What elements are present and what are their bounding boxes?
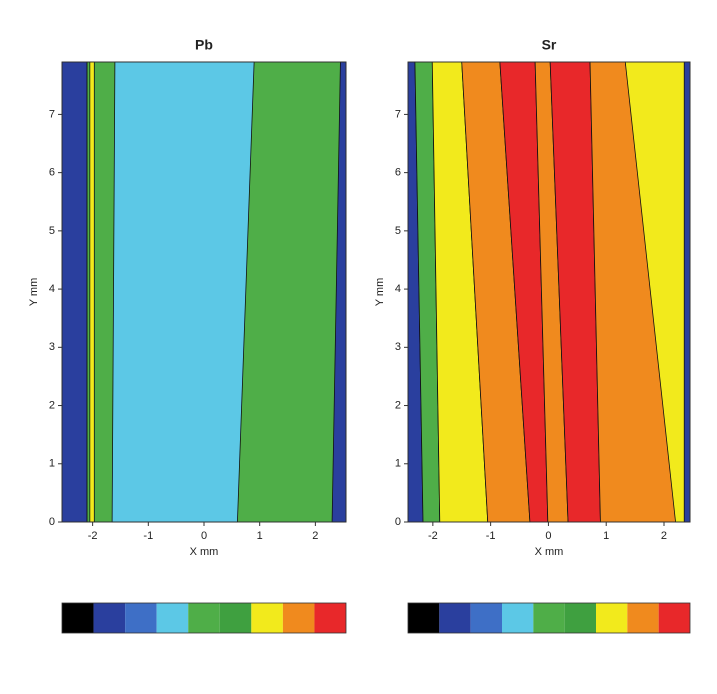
colorbar-swatch bbox=[188, 603, 220, 633]
colorbar-swatch bbox=[439, 603, 471, 633]
x-tick-label: 1 bbox=[257, 530, 263, 542]
x-tick-label: -1 bbox=[486, 530, 496, 542]
contour-band bbox=[61, 61, 88, 523]
colorbar-frame bbox=[407, 602, 691, 634]
y-tick-label: 0 bbox=[395, 516, 401, 528]
colorbar-frame bbox=[61, 602, 347, 634]
x-tick-label: -2 bbox=[428, 530, 438, 542]
y-tick-label: 3 bbox=[49, 341, 55, 353]
colorbar-swatch bbox=[251, 603, 283, 633]
y-tick-label: 1 bbox=[395, 458, 401, 470]
y-tick-label: 4 bbox=[49, 283, 55, 295]
contour-band bbox=[89, 61, 95, 523]
y-tick-label: 6 bbox=[395, 167, 401, 179]
x-tick-label: 2 bbox=[312, 530, 318, 542]
y-tick-label: 7 bbox=[49, 108, 55, 120]
y-tick-label: 2 bbox=[395, 399, 401, 411]
panel-title: Pb bbox=[195, 37, 213, 53]
colorbar-swatch bbox=[627, 603, 659, 633]
colorbar-swatch bbox=[93, 603, 126, 633]
colorbar-swatch bbox=[596, 603, 628, 633]
y-axis-label: Y mm bbox=[28, 278, 40, 307]
x-axis-label: X mm bbox=[190, 546, 219, 558]
x-tick-label: 2 bbox=[661, 530, 667, 542]
y-tick-label: 5 bbox=[49, 225, 55, 237]
y-tick-label: 2 bbox=[49, 399, 55, 411]
x-tick-label: 0 bbox=[545, 530, 551, 542]
x-tick-label: -2 bbox=[88, 530, 98, 542]
colorbar-swatch bbox=[219, 603, 252, 633]
colorbar-swatch bbox=[156, 603, 189, 633]
contour-band bbox=[111, 61, 255, 523]
colorbar-swatch bbox=[62, 603, 94, 633]
colorbar-swatch bbox=[314, 603, 346, 633]
colorbar-swatch bbox=[564, 603, 596, 633]
y-tick-label: 6 bbox=[49, 167, 55, 179]
y-tick-label: 5 bbox=[395, 225, 401, 237]
y-tick-label: 7 bbox=[395, 108, 401, 120]
colorbar-swatch bbox=[408, 603, 440, 633]
colorbar-swatch bbox=[470, 603, 502, 633]
x-axis-label: X mm bbox=[535, 546, 564, 558]
y-tick-label: 3 bbox=[395, 341, 401, 353]
x-tick-label: 0 bbox=[201, 530, 207, 542]
colorbar-swatch bbox=[533, 603, 565, 633]
colorbar-swatch bbox=[658, 603, 690, 633]
x-tick-label: -1 bbox=[143, 530, 153, 542]
panel-title: Sr bbox=[542, 37, 557, 53]
plot-frame bbox=[407, 61, 691, 523]
y-axis-label: Y mm bbox=[374, 278, 386, 307]
colorbar-swatch bbox=[502, 603, 534, 633]
x-tick-label: 1 bbox=[603, 530, 609, 542]
y-tick-label: 0 bbox=[49, 516, 55, 528]
y-tick-label: 4 bbox=[395, 283, 401, 295]
colorbar-swatch bbox=[282, 603, 315, 633]
colorbar-swatch bbox=[125, 603, 157, 633]
contour-band bbox=[683, 61, 691, 523]
y-tick-label: 1 bbox=[49, 458, 55, 470]
